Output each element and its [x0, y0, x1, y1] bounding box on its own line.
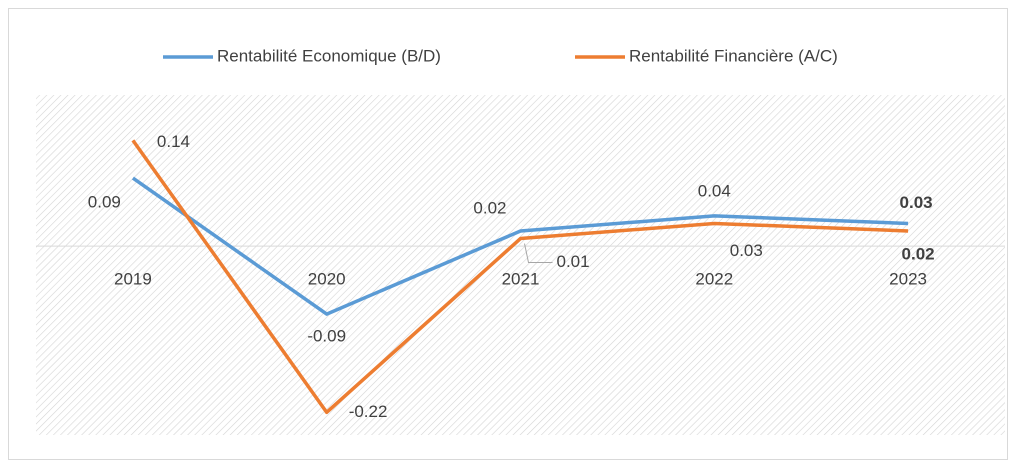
x-tick-label: 2019: [114, 270, 152, 289]
data-label: 0.01: [557, 252, 590, 271]
data-label: 0.02: [473, 198, 506, 217]
series-line: [131, 139, 909, 415]
legend-label: Rentabilité Economique (B/D): [217, 46, 441, 65]
series-line: [131, 176, 909, 316]
leader-line: [524, 243, 553, 264]
legend-label: Rentabilité Financière (A/C): [629, 46, 838, 65]
x-tick-label: 2023: [889, 270, 927, 289]
x-tick-label: 2021: [502, 270, 540, 289]
data-label: 0.14: [157, 132, 190, 151]
data-label: -0.22: [349, 402, 388, 421]
data-label: -0.09: [307, 327, 346, 346]
data-label: 0.02: [902, 244, 935, 263]
data-label: 0.04: [698, 181, 731, 200]
data-label: 0.09: [88, 193, 121, 212]
x-tick-label: 2020: [308, 270, 346, 289]
data-label: 0.03: [730, 241, 763, 260]
x-tick-label: 2022: [695, 270, 733, 289]
plot-area: [36, 95, 1005, 435]
data-label: 0.03: [900, 193, 933, 212]
